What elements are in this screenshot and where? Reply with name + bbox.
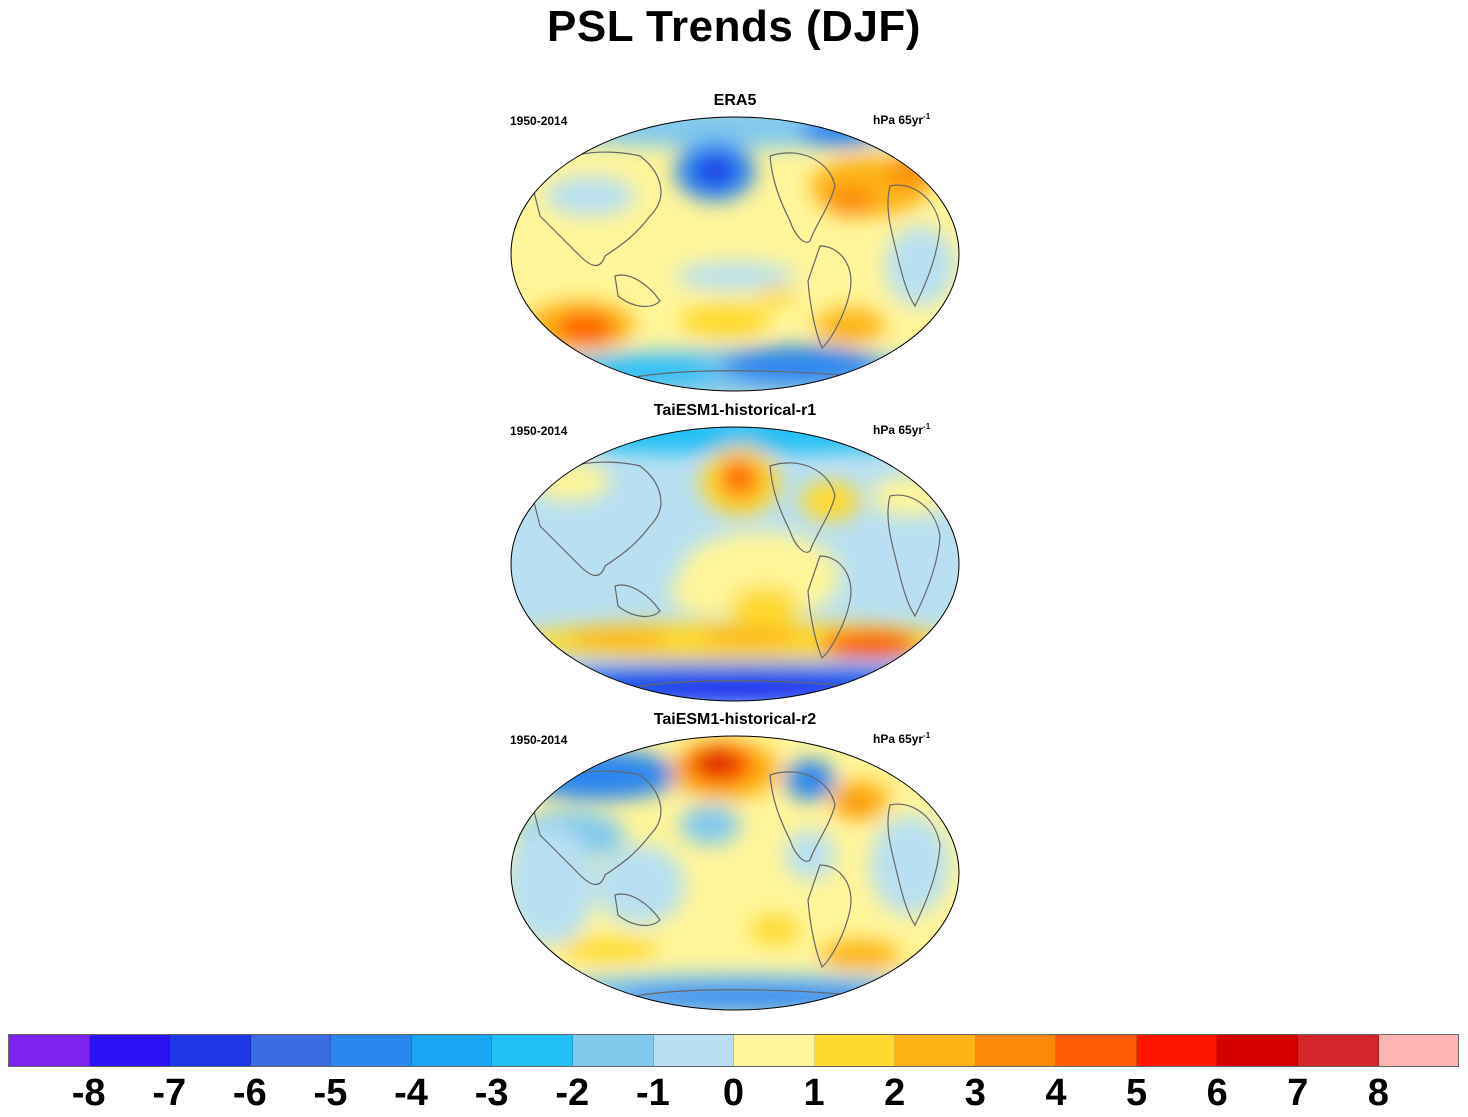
colorbar-tick-label: 0 bbox=[722, 1072, 745, 1114]
colorbar-box bbox=[492, 1035, 573, 1066]
colorbar-box bbox=[814, 1035, 896, 1066]
colorbar-tick-label: 4 bbox=[1045, 1072, 1067, 1114]
colorbar-tick-label: -3 bbox=[474, 1072, 509, 1114]
colorbar-box bbox=[1378, 1035, 1459, 1066]
colorbar-box bbox=[1136, 1035, 1218, 1066]
colorbar-tick-label: 6 bbox=[1206, 1072, 1228, 1114]
colorbar-tick-label: 7 bbox=[1287, 1072, 1309, 1114]
map-taiesm1-r1 bbox=[510, 426, 960, 702]
colorbar-tick-label: -1 bbox=[635, 1072, 670, 1114]
colorbar-tick-label: -7 bbox=[152, 1072, 187, 1114]
page-title: PSL Trends (DJF) bbox=[547, 2, 921, 51]
colorbar-box bbox=[1298, 1035, 1379, 1066]
colorbar-box bbox=[89, 1035, 171, 1066]
colorbar-tick-label: 5 bbox=[1125, 1072, 1148, 1114]
colorbar-box bbox=[895, 1035, 976, 1066]
colorbar-tick-label: 2 bbox=[884, 1072, 906, 1114]
panel-title: TaiESM1-historical-r1 bbox=[653, 402, 817, 419]
colorbar-box bbox=[1056, 1035, 1137, 1066]
panel-title: ERA5 bbox=[713, 92, 757, 109]
colorbar-box bbox=[170, 1035, 251, 1066]
units-label: hPa 65yr-1 bbox=[873, 422, 931, 437]
map-panel-taiesm1-r1: TaiESM1-historical-r1 1950-2014 hPa 65yr… bbox=[505, 402, 965, 702]
colorbar-box bbox=[9, 1035, 90, 1066]
colorbar-tick-label: 3 bbox=[964, 1072, 986, 1114]
colorbar bbox=[8, 1034, 1459, 1067]
colorbar-tick-label: -2 bbox=[555, 1072, 590, 1114]
colorbar-tick-label: -5 bbox=[313, 1072, 348, 1114]
map-panel-taiesm1-r2: TaiESM1-historical-r2 1950-2014 hPa 65yr… bbox=[505, 711, 965, 1011]
colorbar-box bbox=[331, 1035, 412, 1066]
units-label: hPa 65yr-1 bbox=[873, 112, 931, 127]
map-panel-era5: ERA5 1950-2014 hPa 65yr-1 bbox=[505, 92, 965, 392]
period-label: 1950-2014 bbox=[510, 424, 568, 438]
colorbar-tick-label: -6 bbox=[232, 1072, 267, 1114]
period-label: 1950-2014 bbox=[510, 733, 568, 747]
colorbar-box bbox=[572, 1035, 654, 1066]
colorbar-box bbox=[250, 1035, 332, 1066]
colorbar-box bbox=[411, 1035, 493, 1066]
colorbar-tick-label: 1 bbox=[803, 1072, 825, 1114]
colorbar-box bbox=[975, 1035, 1057, 1066]
period-label: 1950-2014 bbox=[510, 114, 568, 128]
panel-title: TaiESM1-historical-r2 bbox=[653, 711, 817, 728]
colorbar-box bbox=[653, 1035, 735, 1066]
colorbar-box bbox=[734, 1035, 815, 1066]
map-taiesm1-r2 bbox=[510, 735, 960, 1011]
units-label: hPa 65yr-1 bbox=[873, 731, 931, 746]
colorbar-tick-label: -4 bbox=[394, 1072, 428, 1114]
colorbar-tick-label: -8 bbox=[71, 1072, 106, 1114]
colorbar-box bbox=[1217, 1035, 1298, 1066]
map-era5 bbox=[510, 116, 960, 392]
colorbar-tick-label: 8 bbox=[1367, 1072, 1389, 1114]
